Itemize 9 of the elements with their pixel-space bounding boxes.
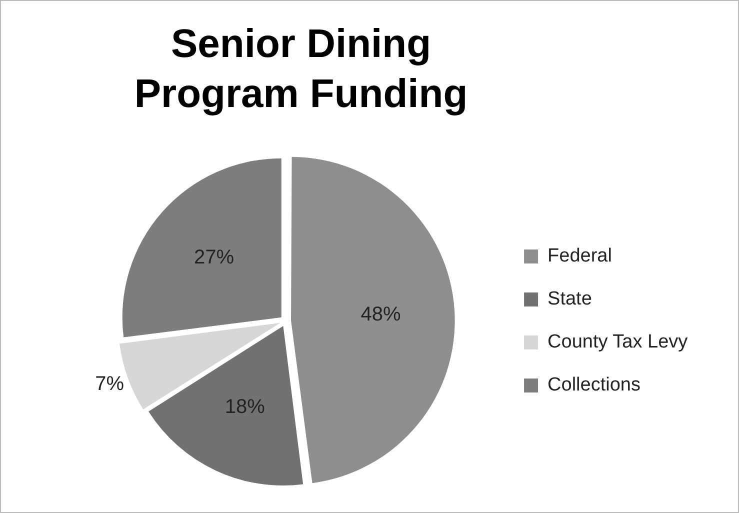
data-label: 27% [194, 246, 234, 268]
data-label: 18% [224, 396, 266, 418]
data-label: 7% [95, 372, 124, 395]
legend-label: Federal [548, 246, 612, 267]
chart-title: Senior Dining Program Funding [133, 21, 469, 118]
legend-label: Collections [548, 374, 640, 396]
legend-label: County Tax Levy [548, 332, 688, 353]
data-label: 48% [360, 304, 401, 326]
legend-label: State [548, 288, 592, 310]
